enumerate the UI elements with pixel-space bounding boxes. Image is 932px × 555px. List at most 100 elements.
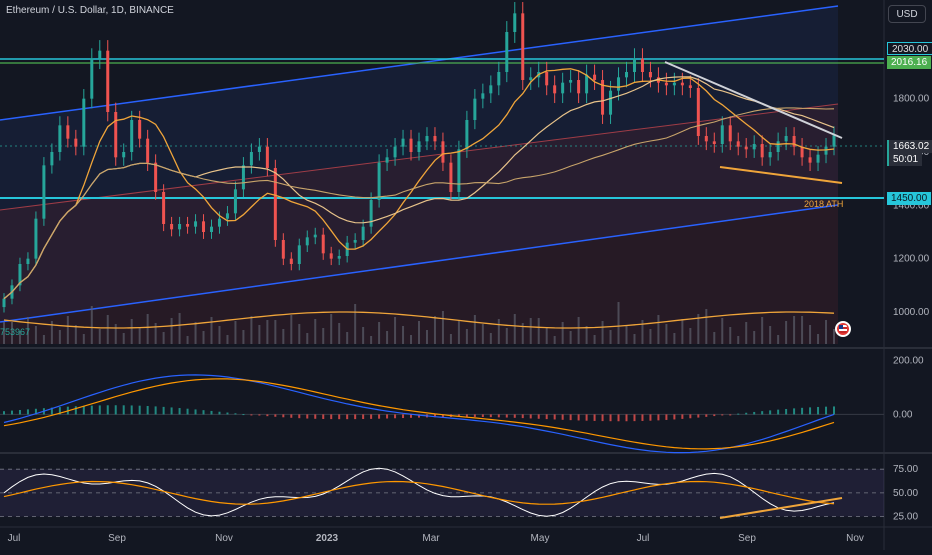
currency-button[interactable]: USD [888, 5, 926, 23]
volume-bar [513, 314, 516, 344]
volume-bar [833, 329, 835, 344]
candle-body [473, 98, 477, 120]
macd-hist-bar [178, 408, 181, 415]
macd-hist-bar [833, 406, 835, 415]
volume-bar [3, 322, 5, 344]
macd-hist-bar [290, 414, 293, 418]
volume-bar [633, 334, 636, 344]
candle-body [672, 82, 676, 86]
volume-bar [505, 328, 508, 344]
rsi-tick-label-1: 50.00 [893, 488, 918, 499]
time-tick-label-1: Sep [108, 533, 126, 544]
candle-body [457, 149, 461, 192]
macd-hist-bar [114, 405, 117, 415]
volume-bar [545, 327, 548, 344]
volume-bar [705, 309, 708, 344]
candles-group [2, 2, 836, 313]
candle-body [640, 58, 644, 72]
price-tag-countdown: 50:01 [887, 153, 923, 166]
volume-bar [258, 325, 261, 344]
candle-body [170, 224, 174, 230]
time-tick-label-8: Nov [846, 533, 864, 544]
volume-bar [529, 318, 532, 344]
volume-bar [234, 321, 237, 344]
lower-channel-fill [0, 104, 838, 344]
volume-bar [793, 316, 796, 344]
candle-body [2, 298, 6, 308]
candle-body [593, 74, 597, 80]
time-tick-label-4: Mar [422, 533, 440, 544]
macd-hist-bar [537, 414, 540, 419]
candle-body [82, 98, 86, 147]
candle-body [497, 72, 501, 86]
candle-body [377, 162, 381, 200]
candle-body [154, 162, 158, 192]
candle-body [513, 13, 517, 33]
volume-bar [274, 320, 277, 344]
volume-bar [314, 319, 317, 344]
volume-bar [825, 320, 828, 344]
candle-body [202, 221, 206, 232]
candle-body [385, 157, 389, 163]
candle-body [808, 157, 812, 163]
candle-body [186, 224, 190, 227]
macd-hist-bar [34, 408, 37, 415]
candle-body [720, 125, 724, 144]
macd-hist-bar [330, 414, 333, 420]
candle-body [162, 192, 166, 224]
price-tag-2030: 2030.00 [887, 42, 932, 55]
volume-bar [553, 336, 556, 344]
volume-bar [10, 322, 13, 344]
macd-tick-label-1: 0.00 [893, 409, 913, 420]
volume-bar [218, 326, 221, 344]
candle-body [585, 74, 589, 94]
macd-hist-bar [218, 411, 221, 415]
candle-body [529, 77, 533, 80]
volume-bar [42, 335, 45, 344]
macd-hist-bar [418, 414, 420, 418]
macd-hist-bar [441, 414, 444, 418]
volume-bar [266, 320, 269, 344]
candle-body [329, 253, 333, 259]
candle-body [66, 125, 70, 139]
macd-hist-bar [721, 414, 724, 416]
volume-bar [481, 324, 484, 344]
candle-body [34, 218, 38, 259]
volume-bar [753, 331, 756, 344]
time-tick-label-6: Jul [637, 533, 650, 544]
macd-histogram-group [3, 405, 835, 422]
volume-bar [649, 329, 652, 344]
rsi-tick-label-2: 25.00 [893, 512, 918, 523]
time-tick-label-5: May [531, 533, 550, 544]
macd-hist-bar [817, 406, 820, 415]
volume-bar [697, 314, 700, 344]
macd-hist-bar [521, 414, 524, 419]
us-flag-icon[interactable] [835, 321, 851, 337]
macd-hist-bar [250, 414, 253, 416]
volume-bar [306, 333, 309, 344]
candle-body [680, 82, 684, 86]
macd-line [3, 374, 835, 454]
candle-body [401, 138, 405, 147]
volume-bar [449, 334, 452, 344]
volume-group [3, 302, 835, 344]
volume-bar [785, 321, 788, 344]
volume-bar [122, 333, 125, 344]
rsi-tick-label-0: 75.00 [893, 464, 918, 475]
macd-hist-bar [322, 414, 325, 419]
candle-body [760, 144, 764, 158]
macd-hist-bar [138, 405, 141, 415]
candle-body [425, 136, 429, 142]
candle-body [257, 146, 261, 152]
volume-bar [242, 330, 245, 344]
volume-bar [737, 336, 740, 344]
volume-bar [178, 313, 181, 344]
macd-hist-bar [753, 411, 756, 415]
price-tick-label-4: 1800.00 [893, 94, 930, 105]
macd-hist-bar [298, 414, 301, 419]
macd-hist-bar [513, 414, 516, 418]
macd-hist-bar [793, 408, 796, 415]
macd-hist-bar [162, 406, 165, 415]
